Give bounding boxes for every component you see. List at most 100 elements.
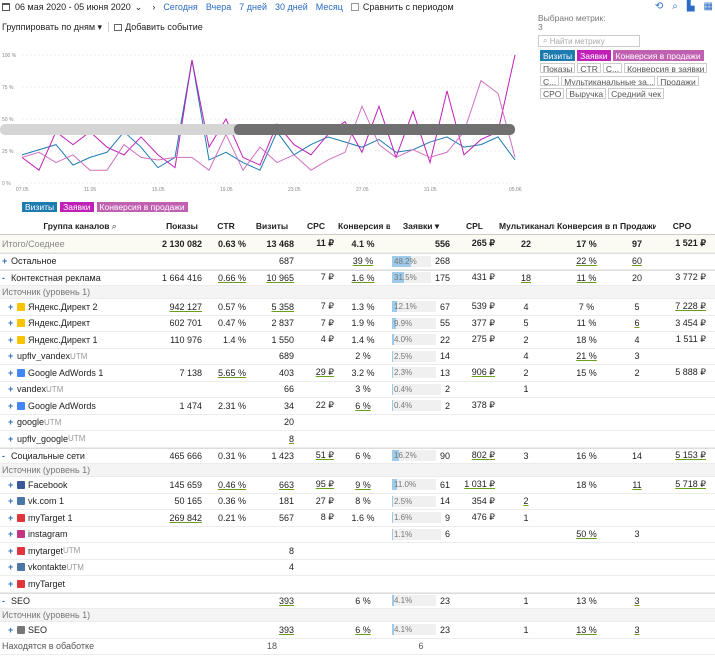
cell-sales: 3 bbox=[634, 351, 640, 362]
col-sales-conversion[interactable]: Конверсия в продажи bbox=[557, 221, 618, 231]
search-icon[interactable]: ⌕ bbox=[672, 1, 678, 12]
cell-sales: 3 bbox=[634, 529, 640, 540]
metric-item[interactable]: Мультиканальные за... bbox=[561, 75, 656, 87]
expand-icon[interactable]: + bbox=[8, 545, 14, 556]
legend-visits[interactable]: Визиты bbox=[22, 202, 58, 212]
add-event-button[interactable]: Добавить событие bbox=[108, 22, 203, 32]
y-tick-label: 100 % bbox=[2, 53, 17, 59]
table-row[interactable]: + upflv_vandex UTM 689 2 % 2.5% 14 4 21 % 3 bbox=[0, 349, 715, 365]
metric-item[interactable]: Визиты bbox=[540, 50, 576, 61]
table-row[interactable]: + vk.com 1 50 165 0.36 % 181 27 ₽ 8 % 2.5% 14 354… bbox=[0, 494, 715, 510]
table-row[interactable]: + SEO 393 6 % 4.1% 23 1 13 % 3 bbox=[0, 622, 715, 639]
expand-icon[interactable]: + bbox=[8, 479, 14, 490]
table-row[interactable]: + myTarget bbox=[0, 576, 715, 593]
metric-item[interactable]: Выручка bbox=[566, 88, 607, 99]
table-row[interactable]: + mytarget UTM 8 bbox=[0, 543, 715, 560]
table-row[interactable]: + Google AdWords 1 474 2.31 % 34 22 ₽ 6 % 0.4% 2… bbox=[0, 398, 715, 415]
col-multichannel[interactable]: Мультиканальные заявки bbox=[499, 221, 555, 231]
grid-icon[interactable]: ▦ bbox=[703, 1, 713, 12]
metric-item[interactable]: Средний чек bbox=[608, 88, 664, 99]
period-30days[interactable]: 30 дней bbox=[275, 2, 308, 12]
chart-icon[interactable]: ▙ bbox=[686, 1, 695, 12]
table-row[interactable]: + Facebook 145 659 0.46 % 663 95 ₽ 9 % 11.0% 61 1… bbox=[0, 477, 715, 494]
period-month[interactable]: Месяц bbox=[315, 2, 343, 12]
cell-sconv: 18 % bbox=[576, 334, 597, 345]
col-ctr[interactable]: CTR bbox=[217, 221, 235, 231]
metric-item[interactable]: Продажи bbox=[657, 75, 699, 87]
refresh-icon[interactable]: ⟲ bbox=[654, 1, 664, 12]
cell-visits: 2 837 bbox=[271, 318, 294, 329]
date-range-picker[interactable]: 06 мая 2020 - 05 июня 2020 ⌄ bbox=[0, 2, 142, 13]
expand-icon[interactable]: + bbox=[8, 529, 14, 540]
group-row[interactable]: - SEO 393 6 % 4.1% 23 1 13 % 3 bbox=[0, 592, 715, 609]
expand-icon[interactable]: - bbox=[2, 450, 5, 461]
table-row[interactable]: + upflv_google UTM 8 bbox=[0, 431, 715, 448]
col-leads[interactable]: Заявки ▾ bbox=[402, 220, 440, 231]
expand-icon[interactable]: + bbox=[8, 301, 14, 312]
table-row[interactable]: + myTarget 1 269 842 0.21 % 567 8 ₽ 1.6 % 1.6% 9… bbox=[0, 510, 715, 527]
legend-leads[interactable]: Заявки bbox=[60, 202, 94, 212]
col-lead-conversion[interactable]: Конверсия в заявки bbox=[338, 221, 390, 231]
cell-visits: 403 bbox=[278, 367, 294, 378]
cell-cpl: 906 ₽ bbox=[471, 367, 495, 378]
table-row[interactable]: + vandex UTM 66 3 % 0.4% 2 1 bbox=[0, 382, 715, 398]
cell-conv: 1.6 % bbox=[351, 512, 375, 523]
compare-period-checkbox[interactable]: Сравнить с периодом bbox=[350, 2, 454, 12]
metric-search-input[interactable]: ⌕ Найти метрику bbox=[538, 35, 640, 47]
expand-icon[interactable]: + bbox=[8, 334, 14, 345]
metric-item[interactable]: Конверсия в продажи bbox=[612, 50, 704, 61]
cell-conv: 6 % bbox=[355, 450, 371, 461]
period-yesterday[interactable]: Вчера bbox=[205, 2, 232, 12]
expand-icon[interactable]: + bbox=[8, 417, 14, 428]
table-header: Группа каналов ⌕ Показы CTR Визиты CPC К… bbox=[0, 218, 715, 235]
metric-item[interactable]: С... bbox=[602, 62, 623, 74]
table-row[interactable]: + Яндекс.Директ 2 942 127 0.57 % 5 358 7 ₽ 1.3… bbox=[0, 299, 715, 316]
row-name: vk.com 1 bbox=[28, 496, 65, 507]
row-name: Google AdWords 1 bbox=[28, 367, 104, 378]
expand-icon[interactable]: + bbox=[8, 496, 14, 507]
expand-icon[interactable]: + bbox=[8, 624, 14, 635]
facebook-icon bbox=[17, 480, 25, 489]
col-sales[interactable]: Продажи bbox=[620, 221, 656, 231]
table-row[interactable]: + instagram 1.1% 6 50 % 3 bbox=[0, 527, 715, 543]
col-cpl[interactable]: CPL bbox=[466, 221, 483, 231]
group-row[interactable]: - Социальные сети 465 666 0.31 % 1 423 51 ₽ 6 … bbox=[0, 447, 715, 464]
expand-icon[interactable]: + bbox=[8, 400, 14, 411]
expand-icon[interactable]: + bbox=[8, 351, 14, 362]
expand-icon[interactable]: + bbox=[8, 512, 14, 523]
legend-sales-conversion[interactable]: Конверсия в продажи bbox=[96, 202, 188, 212]
period-7days[interactable]: 7 дней bbox=[239, 2, 267, 12]
expand-icon[interactable]: + bbox=[8, 562, 14, 573]
metric-item[interactable]: Конверсия в заявки bbox=[624, 62, 708, 74]
table-row[interactable]: + vkontakte UTM 4 bbox=[0, 560, 715, 576]
cell-leads: 14 bbox=[439, 496, 450, 507]
table-row[interactable]: + google UTM 20 bbox=[0, 415, 715, 431]
metric-item[interactable]: CTR bbox=[577, 62, 601, 74]
group-by-dropdown[interactable]: Группировать по дням ▾ bbox=[2, 21, 103, 32]
col-cpc[interactable]: CPC bbox=[307, 221, 325, 231]
table-row[interactable]: + Яндекс.Директ 602 701 0.47 % 2 837 7 ₽ 1.9 %… bbox=[0, 316, 715, 332]
expand-icon[interactable]: + bbox=[8, 578, 14, 589]
expand-icon[interactable]: + bbox=[8, 384, 14, 395]
expand-icon[interactable]: + bbox=[2, 256, 8, 267]
period-today[interactable]: Сегодня bbox=[163, 2, 198, 12]
group-row[interactable]: - Контекстная реклама 1 664 416 0.66 % 10 96… bbox=[0, 269, 715, 286]
next-period-icon[interactable]: › bbox=[152, 2, 156, 12]
expand-icon[interactable]: + bbox=[8, 433, 14, 444]
table-row[interactable]: + Яндекс.Директ 1 110 976 1.4 % 1 550 4 ₽ 1.4 … bbox=[0, 332, 715, 349]
expand-icon[interactable]: + bbox=[8, 318, 14, 329]
col-cpo[interactable]: CPO bbox=[672, 221, 692, 231]
metric-item[interactable]: CPO bbox=[540, 88, 565, 99]
expand-icon[interactable]: - bbox=[2, 595, 5, 606]
total-row: Итого/Соеднее 2 130 082 0.63 % 13 468 11… bbox=[0, 235, 715, 253]
expand-icon[interactable]: - bbox=[2, 272, 5, 283]
col-shows[interactable]: Показы bbox=[166, 221, 198, 231]
metric-item[interactable]: Заявки bbox=[577, 50, 611, 61]
table-row[interactable]: + Google AdWords 1 7 138 5.65 % 403 29 ₽ 3.2 %… bbox=[0, 365, 715, 382]
col-visits[interactable]: Визиты bbox=[255, 221, 289, 231]
col-channel-group[interactable]: Группа каналов ⌕ bbox=[43, 220, 117, 231]
metric-item[interactable]: С... bbox=[540, 75, 560, 87]
metric-item[interactable]: Показы bbox=[540, 62, 576, 74]
expand-icon[interactable]: + bbox=[8, 367, 14, 378]
group-row[interactable]: + Остальное 687 39 % 48.2% 268 22 % 60 bbox=[0, 253, 715, 270]
